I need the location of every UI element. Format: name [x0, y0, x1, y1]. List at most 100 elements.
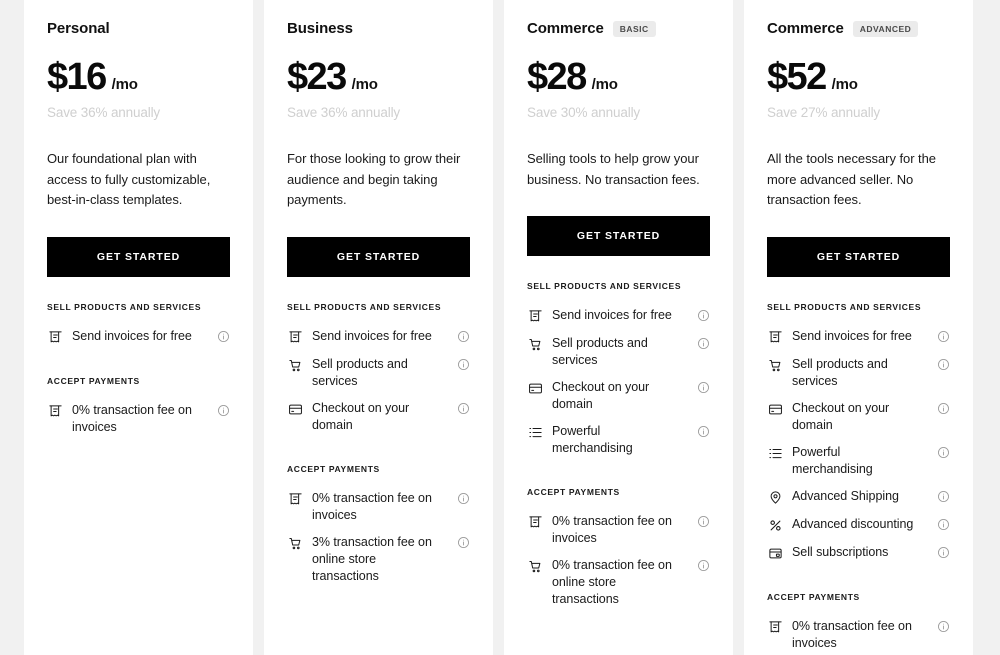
info-icon[interactable]: [937, 490, 950, 503]
feature-label: Advanced discounting: [792, 516, 914, 531]
subscription-icon: [767, 545, 783, 562]
info-icon[interactable]: [697, 381, 710, 394]
price-amount: $16: [47, 56, 107, 98]
card-divider-gap: [253, 0, 264, 655]
feature-group-title: ACCEPT PAYMENTS: [287, 463, 380, 474]
percent-icon: [767, 517, 783, 534]
info-icon[interactable]: [937, 358, 950, 371]
credit-card-icon: [767, 401, 783, 418]
feature-label: 0% transaction fee on invoices: [552, 514, 672, 546]
plan-description: For those looking to grow their audience…: [287, 151, 461, 208]
feature-label: Advanced Shipping: [792, 488, 899, 503]
card-divider-gap: [733, 0, 744, 655]
feature-group-title: SELL PRODUCTS AND SERVICES: [47, 301, 202, 312]
feature-group: SELL PRODUCTS AND SERVICES Send invoices …: [527, 281, 710, 462]
invoice-icon: [527, 308, 543, 325]
price-amount: $52: [767, 56, 827, 98]
info-icon[interactable]: [217, 330, 230, 343]
feature-label: Checkout on your domain: [792, 400, 890, 432]
info-icon[interactable]: [457, 402, 470, 415]
get-started-button[interactable]: GET STARTED: [47, 236, 230, 277]
plan-tier-badge: ADVANCED: [852, 21, 919, 37]
info-icon[interactable]: [937, 518, 950, 531]
feature-row: Send invoices for free: [527, 302, 710, 330]
get-started-button[interactable]: GET STARTED: [767, 236, 950, 277]
feature-row: 3% transaction fee on online store trans…: [287, 529, 470, 590]
feature-row: Powerful merchandising: [527, 418, 710, 462]
plan-description: All the tools necessary for the more adv…: [767, 151, 936, 208]
feature-label: 3% transaction fee on online store trans…: [312, 534, 432, 583]
info-icon[interactable]: [937, 620, 950, 633]
feature-group: ACCEPT PAYMENTS 0% transaction fee on inv…: [287, 464, 470, 590]
feature-row: Advanced discounting: [767, 511, 950, 539]
cart-icon: [527, 336, 543, 353]
plan-card-personal: Personal $16/mo Save 36% annually Our found…: [24, 0, 253, 655]
info-icon[interactable]: [457, 330, 470, 343]
feature-row: Send invoices for free: [287, 323, 470, 351]
info-icon[interactable]: [937, 330, 950, 343]
feature-row: Checkout on your domain: [287, 395, 470, 439]
info-icon[interactable]: [457, 492, 470, 505]
info-icon[interactable]: [697, 559, 710, 572]
info-icon[interactable]: [697, 309, 710, 322]
feature-label: Checkout on your domain: [312, 400, 410, 432]
info-icon[interactable]: [697, 337, 710, 350]
info-icon[interactable]: [217, 404, 230, 417]
merchandising-list-icon: [767, 445, 783, 462]
feature-group: SELL PRODUCTS AND SERVICES Send invoices …: [47, 302, 230, 351]
feature-group: SELL PRODUCTS AND SERVICES Send invoices …: [767, 302, 950, 567]
feature-row: 0% transaction fee on invoices: [287, 485, 470, 529]
card-divider-gap: [493, 0, 504, 655]
merchandising-list-icon: [527, 424, 543, 441]
invoice-icon: [287, 329, 303, 346]
feature-row: 0% transaction fee on invoices: [47, 397, 230, 441]
invoice-icon: [47, 329, 63, 346]
info-icon[interactable]: [937, 446, 950, 459]
feature-group-title: ACCEPT PAYMENTS: [47, 375, 140, 386]
feature-label: Sell products and services: [792, 356, 888, 388]
price-amount: $28: [527, 56, 587, 98]
plan-tier-badge: BASIC: [612, 21, 656, 37]
feature-group: ACCEPT PAYMENTS 0% transaction fee on inv…: [767, 592, 950, 655]
info-icon[interactable]: [457, 358, 470, 371]
price-row: $28/mo: [527, 58, 710, 96]
cart-icon: [287, 535, 303, 552]
price-period: /mo: [351, 76, 378, 93]
cart-icon: [527, 558, 543, 575]
credit-card-icon: [287, 401, 303, 418]
price-row: $23/mo: [287, 58, 470, 96]
price-period: /mo: [111, 76, 138, 93]
feature-group: ACCEPT PAYMENTS 0% transaction fee on inv…: [527, 487, 710, 613]
feature-label: Sell products and services: [552, 336, 648, 368]
feature-row: Advanced Shipping: [767, 483, 950, 511]
get-started-button[interactable]: GET STARTED: [527, 216, 710, 257]
info-icon[interactable]: [937, 546, 950, 559]
feature-group-title: SELL PRODUCTS AND SERVICES: [767, 301, 922, 312]
feature-row: Send invoices for free: [47, 323, 230, 351]
plan-header: Personal: [47, 0, 230, 38]
plan-card-business: Business $23/mo Save 36% annually For those…: [264, 0, 493, 655]
invoice-icon: [527, 514, 543, 531]
info-icon[interactable]: [697, 515, 710, 528]
feature-label: Send invoices for free: [792, 328, 912, 343]
feature-row: Sell products and services: [287, 351, 470, 395]
info-icon[interactable]: [697, 425, 710, 438]
annual-savings-text: Save 30% annually: [527, 105, 641, 120]
plan-header: Commerce ADVANCED: [767, 0, 950, 38]
price-period: /mo: [591, 76, 618, 93]
price-row: $52/mo: [767, 58, 950, 96]
plan-name: Personal: [47, 20, 110, 37]
get-started-button[interactable]: GET STARTED: [287, 236, 470, 277]
feature-row: Powerful merchandising: [767, 439, 950, 483]
feature-row: 0% transaction fee on online store trans…: [527, 552, 710, 613]
location-pin-icon: [767, 489, 783, 506]
info-icon[interactable]: [457, 536, 470, 549]
feature-row: Sell subscriptions: [767, 539, 950, 567]
info-icon[interactable]: [937, 402, 950, 415]
plan-name: Commerce: [527, 20, 604, 37]
feature-label: 0% transaction fee on invoices: [312, 490, 432, 522]
feature-group: SELL PRODUCTS AND SERVICES Send invoices …: [287, 302, 470, 439]
feature-label: Powerful merchandising: [552, 424, 633, 456]
plan-description: Our foundational plan with access to ful…: [47, 151, 211, 208]
